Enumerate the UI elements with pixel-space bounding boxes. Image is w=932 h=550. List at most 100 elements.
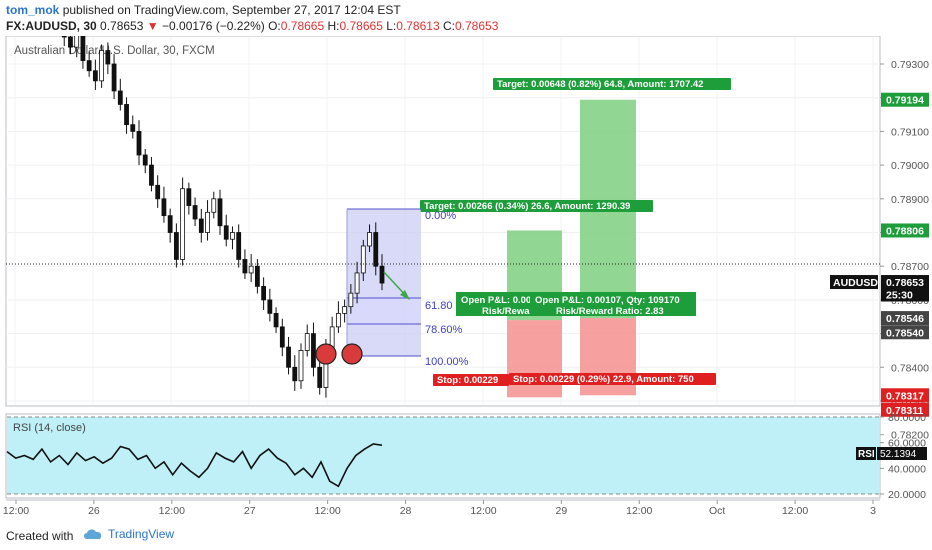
tradingview-cloud-icon (84, 529, 102, 539)
rsi-tick-label: 80.0000 (888, 412, 926, 424)
price-tick-label: 0.78900 (891, 194, 929, 206)
candle-body (167, 215, 173, 233)
price-tick-label: 0.78200 (891, 430, 929, 442)
close-value: 0.78653 (454, 19, 499, 33)
fib-label-100: 100.00% (425, 356, 469, 368)
price-tag-text: 0.78546 (886, 313, 924, 325)
tradingview-logo[interactable]: TradingView (82, 527, 174, 541)
footer: Created with TradingView (0, 523, 932, 550)
candle-body (254, 265, 260, 287)
candle-body (273, 312, 279, 328)
svg-text:RSI: RSI (858, 449, 875, 460)
position-tools[interactable]: Target: 0.00266 (0.34%) 26.6, Amount: 12… (420, 78, 731, 398)
position2-pnl: Open P&L: 0.00107, Qty: 109170 (535, 295, 680, 306)
price-tick-label: 0.79100 (891, 126, 929, 138)
candle-body (149, 164, 154, 186)
candle-body (360, 245, 366, 274)
candle-body (342, 306, 348, 314)
candle-body (261, 286, 267, 301)
candle-body (68, 36, 73, 48)
publish-info: published on TradingView.com, September … (62, 3, 401, 17)
bottom-marker-1[interactable] (315, 343, 337, 365)
price-tick-label: 0.78700 (891, 261, 929, 273)
candle-body (192, 205, 198, 220)
candle-body (223, 225, 229, 240)
candlestick-series (61, 36, 385, 398)
rsi-series (6, 443, 383, 488)
candle-body (329, 326, 335, 348)
last-price: 0.78653 (100, 19, 144, 33)
position1-target-label-box (420, 200, 653, 212)
rsi-tick-label: 40.0000 (888, 463, 926, 475)
position1-stop-label-box (433, 374, 509, 386)
low-value: 0.78613 (396, 19, 440, 33)
candle-body (86, 60, 92, 72)
author-link[interactable]: tom_mok (6, 3, 60, 17)
price-tag-text: 25:30 (886, 290, 913, 302)
price-tag-text: 0.78540 (886, 327, 924, 339)
high-value: 0.78665 (339, 19, 383, 33)
rsi-title: RSI (14, close) (13, 422, 86, 434)
chart-area[interactable]: Australian Dollar/U.S. Dollar, 30, FXCM … (0, 36, 932, 523)
candle-body (335, 312, 341, 328)
price-tag (881, 325, 929, 340)
fib-band (347, 298, 421, 325)
candle-body (286, 346, 291, 368)
price-tag (881, 311, 929, 326)
position1-stop-label: Stop: 0.00229 (437, 375, 498, 386)
candle-body (80, 36, 86, 62)
price-tag-text: 0.78653 (886, 277, 924, 289)
time-axis[interactable]: 12:00 26 12:00 27 12:00 28 12:00 29 12:00 Oct 12:0… (3, 500, 876, 517)
fib-label-618: 61.80 (425, 300, 453, 312)
position2-pnl-box (530, 292, 696, 316)
price-tag (881, 92, 929, 107)
price-tag (881, 223, 929, 238)
price-tag-text: 0.79194 (886, 95, 924, 107)
fib-label-786: 78.60% (425, 324, 463, 336)
price-tag-text: 0.78311 (886, 405, 924, 417)
rsi-tick-label: 60.0000 (888, 438, 926, 450)
candle-body (180, 188, 186, 260)
price-axis[interactable]: 0.793000.792000.791000.790000.789000.788… (880, 59, 929, 442)
candle-body (61, 36, 67, 38)
position2-target-label-box (493, 78, 731, 90)
rsi-axis: 80.0000 60.0000 40.0000 20.0000 (880, 412, 926, 501)
rsi-value: 52.1394 (880, 449, 917, 460)
bottom-marker-2[interactable] (341, 343, 363, 365)
candle-body (211, 198, 217, 213)
price-tag-text: 0.78806 (886, 225, 924, 237)
projection-arrow[interactable] (383, 271, 410, 300)
price-tag (881, 388, 929, 403)
candle-body (111, 63, 117, 92)
candle-body (205, 211, 210, 233)
candle-body (230, 232, 235, 240)
candle-body (267, 299, 273, 314)
candle-body (117, 90, 123, 105)
time-tick-label: 27 (244, 505, 256, 517)
position1-loss-zone[interactable] (507, 320, 562, 398)
open-label: O: (268, 19, 281, 33)
candle-body (142, 154, 148, 166)
time-tick-label: 3 (870, 505, 876, 517)
position1-rr: Risk/Reward (482, 306, 539, 317)
price-grid (6, 37, 880, 436)
candle-body (99, 50, 105, 82)
candle-body (130, 124, 136, 132)
time-tick-label: 12:00 (3, 505, 29, 517)
candle-body (348, 292, 354, 308)
candle-body (292, 366, 298, 382)
price-tick-label: 0.79000 (891, 160, 929, 172)
candle-body (124, 104, 129, 126)
chart-title: Australian Dollar/U.S. Dollar, 30, FXCM (14, 45, 215, 57)
candle-body (161, 198, 167, 217)
candle-body (304, 333, 310, 351)
price-tick-label: 0.78400 (891, 362, 929, 374)
time-tick-label: 12:00 (314, 505, 340, 517)
candle-body (198, 218, 204, 233)
open-value: 0.78665 (280, 19, 325, 33)
position1-pnl-box (456, 292, 534, 316)
rsi-value-tag: RSI 52.1394 (856, 447, 927, 460)
publish-line: tom_mok published on TradingView.com, Se… (6, 3, 401, 17)
arrow-head-icon (400, 290, 410, 300)
time-tick-label: 26 (88, 505, 100, 517)
